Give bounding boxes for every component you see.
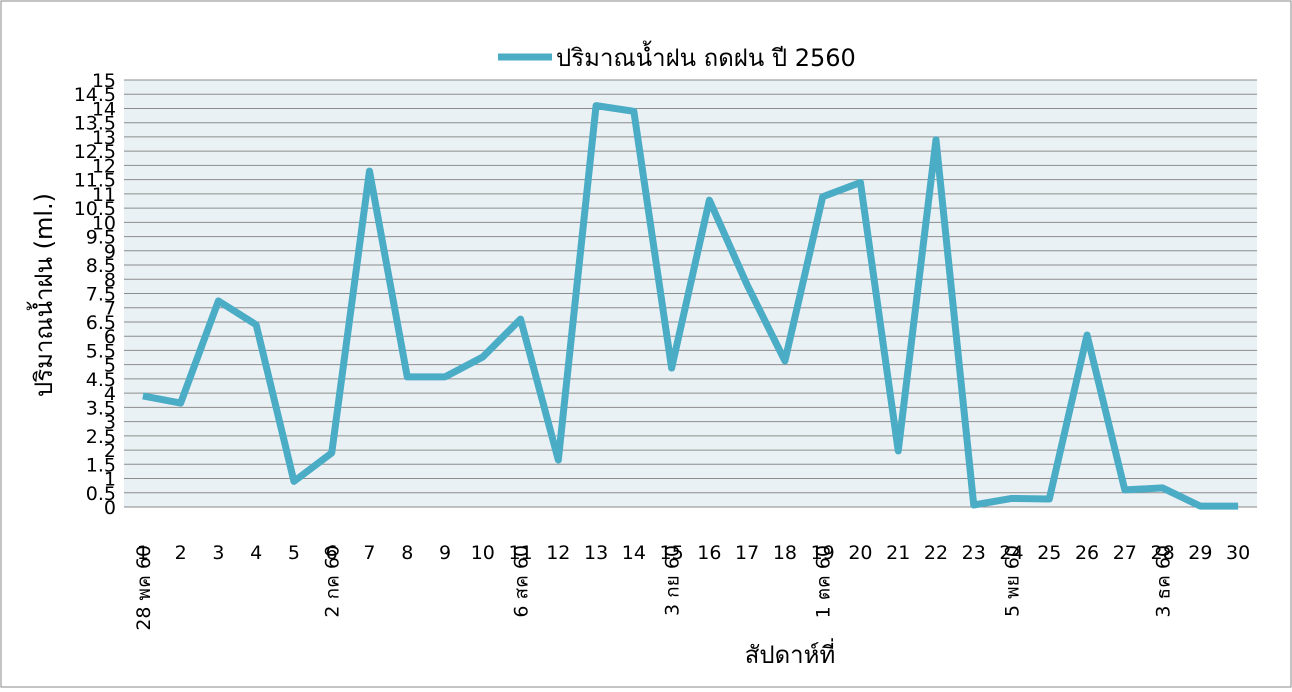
x-tick-label: 14 <box>622 542 646 564</box>
y-tick-label: 6.5 <box>86 312 116 334</box>
x-tick-label: 11 <box>508 542 532 564</box>
y-tick-label: 6 <box>104 326 116 348</box>
x-tick-label: 5 <box>288 542 300 564</box>
x-tick-label: 16 <box>697 542 721 564</box>
x-tick-label: 27 <box>1113 542 1137 564</box>
date-label: 28 พค 60 <box>133 545 155 631</box>
y-tick-label: 7 <box>104 298 116 320</box>
x-tick-label: 6 <box>326 542 338 564</box>
x-tick-label: 1 <box>137 542 149 564</box>
date-label: 3 กย 60 <box>662 545 684 616</box>
y-tick-label: 8.5 <box>86 255 116 277</box>
x-tick-label: 18 <box>773 542 797 564</box>
date-label: 2 กค 60 <box>322 545 344 618</box>
y-tick-label: 7.5 <box>86 284 116 306</box>
y-tick-label: 14.5 <box>74 84 116 106</box>
y-tick-label: 14 <box>92 98 116 120</box>
y-tick-label: 2 <box>104 440 116 462</box>
x-tick-label: 17 <box>735 542 759 564</box>
x-tick-label: 22 <box>924 542 948 564</box>
y-tick-label: 9.5 <box>86 227 116 249</box>
y-tick-label: 0 <box>104 497 116 519</box>
y-tick-label: 4.5 <box>86 369 116 391</box>
x-tick-label: 3 <box>212 542 224 564</box>
x-tick-label: 21 <box>886 542 910 564</box>
x-tick-label: 30 <box>1226 542 1250 564</box>
y-tick-label: 1 <box>104 469 116 491</box>
x-tick-label: 2 <box>175 542 187 564</box>
date-label: 5 พย 60 <box>1002 545 1024 617</box>
y-tick-label: 12.5 <box>74 141 116 163</box>
y-tick-label: 3.5 <box>86 397 116 419</box>
y-tick-label: 0.5 <box>86 483 116 505</box>
y-tick-label: 10 <box>92 212 116 234</box>
date-label: 1 ตค 60 <box>813 545 835 618</box>
y-tick-label: 9 <box>104 241 116 263</box>
y-tick-label: 12 <box>92 155 116 177</box>
y-tick-label: 5.5 <box>86 340 116 362</box>
date-label: 6 สค 60 <box>511 545 533 618</box>
y-tick-label: 2.5 <box>86 426 116 448</box>
x-tick-label: 7 <box>363 542 375 564</box>
x-tick-label: 24 <box>999 542 1023 564</box>
x-tick-label: 19 <box>811 542 835 564</box>
x-tick-label: 29 <box>1188 542 1212 564</box>
y-tick-label: 8 <box>104 269 116 291</box>
x-tick-label: 13 <box>584 542 608 564</box>
x-tick-label: 20 <box>848 542 872 564</box>
x-axis-title: สัปดาห์ที่ <box>745 638 836 669</box>
y-tick-label: 5 <box>104 355 116 377</box>
y-tick-label: 11.5 <box>74 170 116 192</box>
y-tick-label: 3 <box>104 412 116 434</box>
x-tick-label: 23 <box>962 542 986 564</box>
x-tick-label: 9 <box>439 542 451 564</box>
y-tick-label: 10.5 <box>74 198 116 220</box>
x-tick-label: 12 <box>546 542 570 564</box>
y-tick-label: 13.5 <box>74 113 116 135</box>
y-tick-label: 4 <box>104 383 116 405</box>
legend-label: ปริมาณน้ำฝน ถดฝน ปี 2560 <box>556 40 856 72</box>
x-tick-label: 28 <box>1150 542 1174 564</box>
x-tick-label: 25 <box>1037 542 1061 564</box>
y-tick-label: 11 <box>92 184 116 206</box>
x-tick-label: 4 <box>250 542 262 564</box>
date-label: 3 ธค 60 <box>1153 545 1175 618</box>
y-tick-label: 1.5 <box>86 454 116 476</box>
x-tick-label: 15 <box>660 542 684 564</box>
x-tick-label: 8 <box>401 542 413 564</box>
data-line <box>142 102 1239 510</box>
y-axis-title: ปริมาณน้ำฝน (ml.) <box>26 193 58 397</box>
y-tick-label: 13 <box>92 127 116 149</box>
x-tick-label: 10 <box>471 542 495 564</box>
y-tick-label: 15 <box>92 70 116 92</box>
x-tick-label: 26 <box>1075 542 1099 564</box>
